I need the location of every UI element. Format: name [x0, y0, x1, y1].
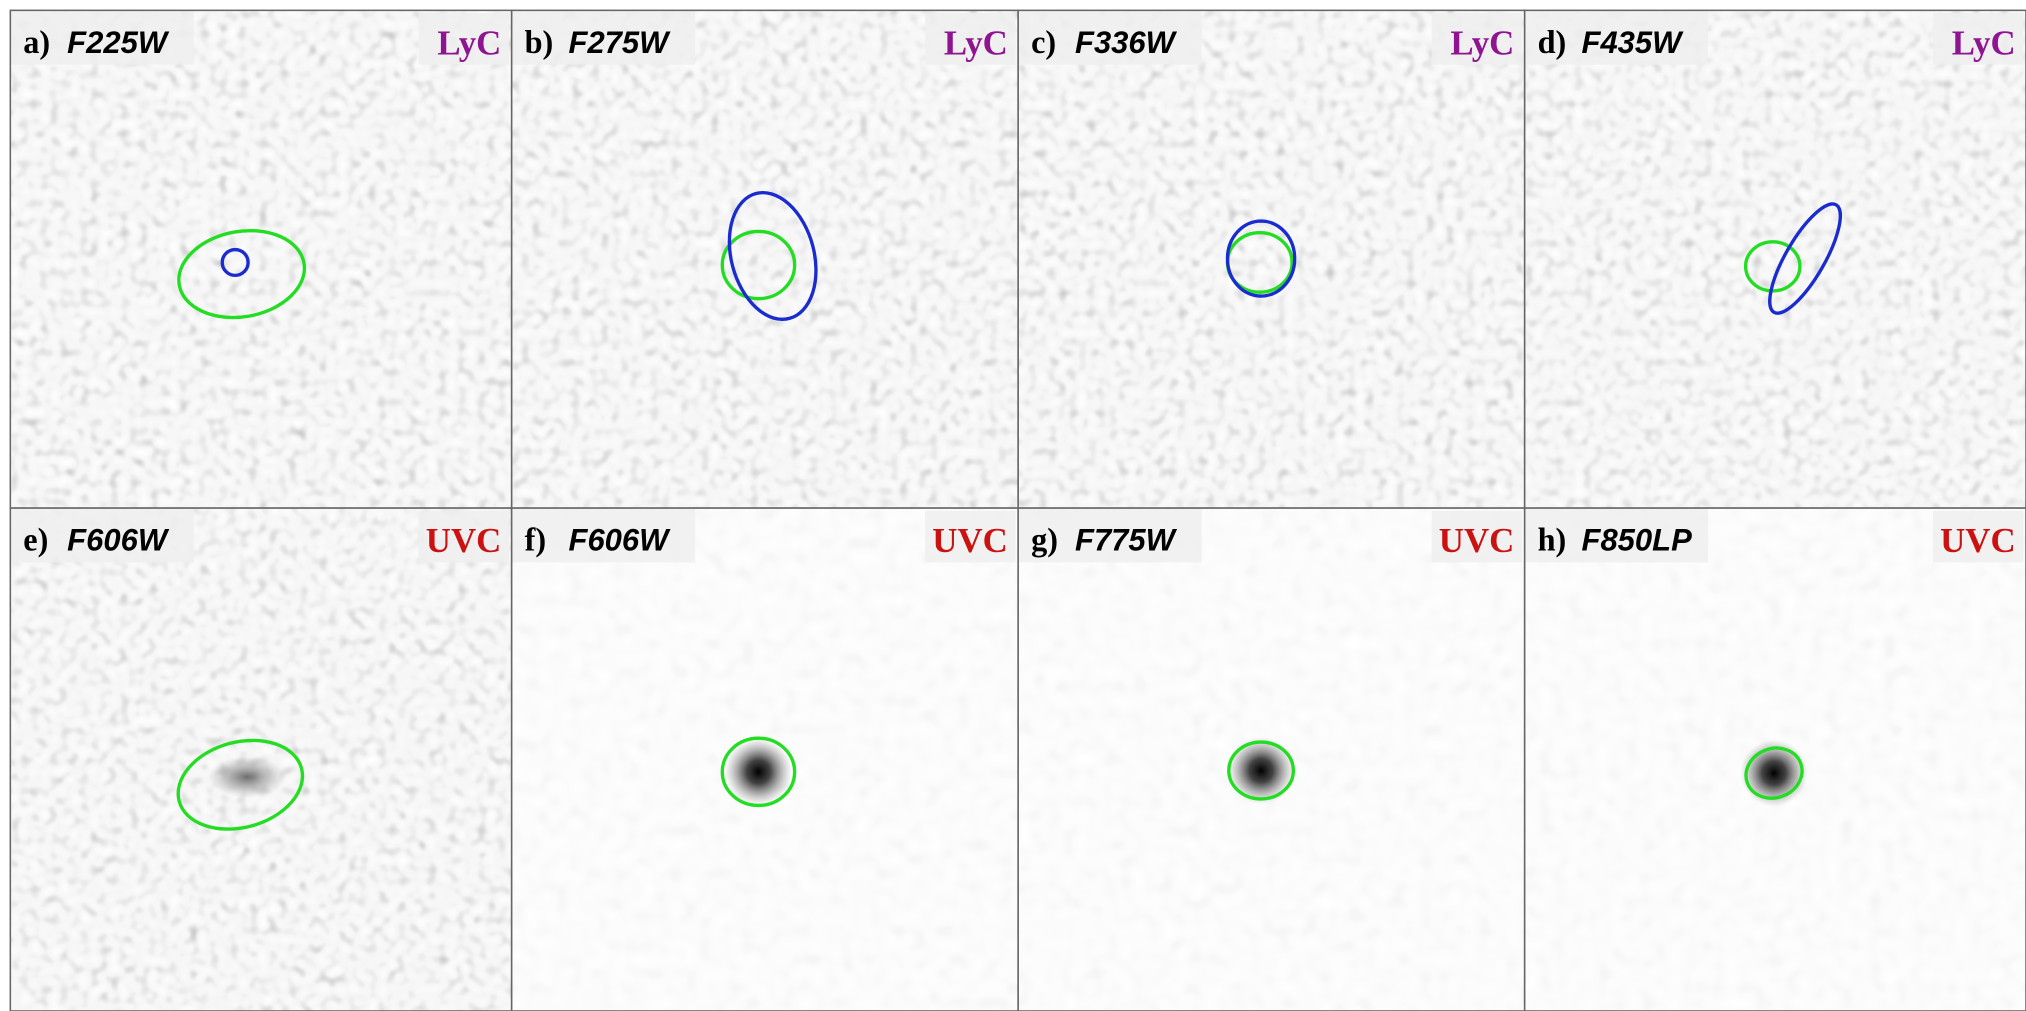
- panel-letter: c): [1031, 24, 1056, 60]
- band-label: LyC: [437, 23, 501, 62]
- filter-name: F606W: [569, 523, 672, 558]
- panel: a) F225W LyC: [10, 10, 511, 508]
- filter-name: F336W: [1075, 25, 1178, 60]
- source: [1227, 737, 1294, 804]
- filter-name: F225W: [67, 25, 170, 60]
- panel: h) F850LP UVC: [1525, 508, 2026, 1011]
- filter-name: F850LP: [1582, 523, 1693, 558]
- page: a) F225W LyC b) F275W LyC c) F336W LyC d) F435W LyC…: [0, 0, 2026, 1011]
- filter-name: F275W: [569, 25, 672, 60]
- panel: c) F336W LyC: [1018, 10, 1524, 508]
- band-label: UVC: [932, 521, 1008, 560]
- panel: g) F775W UVC: [1018, 508, 1524, 1011]
- band-label: LyC: [1952, 23, 2016, 62]
- figure: a) F225W LyC b) F275W LyC c) F336W LyC d) F435W LyC…: [0, 0, 2026, 1011]
- filter-name: F435W: [1582, 25, 1685, 60]
- source: [208, 756, 286, 797]
- filter-name: F775W: [1075, 523, 1178, 558]
- panel-letter: f): [525, 522, 547, 558]
- panel: b) F275W LyC: [512, 10, 1019, 508]
- panel: d) F435W LyC: [1525, 10, 2026, 508]
- panel-letter: h): [1538, 522, 1567, 558]
- band-label: UVC: [426, 521, 502, 560]
- panel-image: [1525, 10, 2026, 508]
- band-label: UVC: [1439, 521, 1515, 560]
- filter-name: F606W: [67, 523, 170, 558]
- band-label: LyC: [1450, 23, 1514, 62]
- panel-letter: d): [1538, 24, 1567, 60]
- band-label: UVC: [1940, 521, 2016, 560]
- panel-letter: e): [23, 522, 48, 558]
- band-label: LyC: [944, 23, 1008, 62]
- panel: f) F606W UVC: [512, 508, 1019, 1011]
- panel-letter: b): [525, 24, 554, 60]
- panel-image: [10, 10, 511, 508]
- panel-letter: a): [23, 24, 50, 60]
- panel-letter: g): [1031, 522, 1058, 558]
- panel: e) F606W UVC: [10, 508, 511, 1011]
- panel-image: [512, 10, 1019, 508]
- panel-image: [1018, 10, 1524, 508]
